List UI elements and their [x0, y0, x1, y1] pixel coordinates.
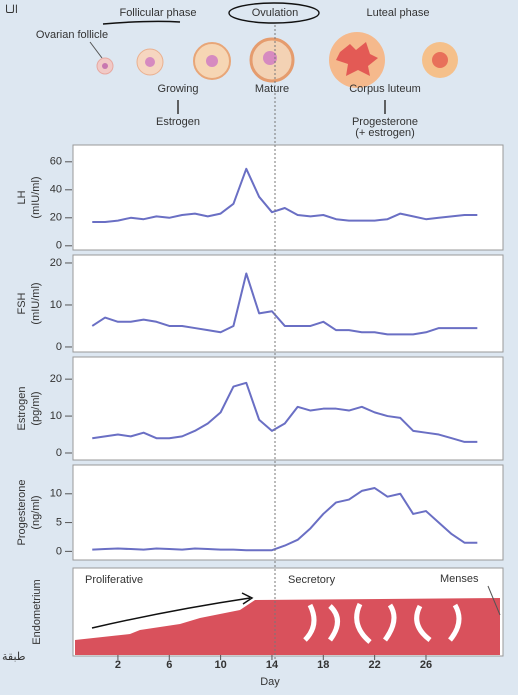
stage-label: Growing [158, 83, 199, 95]
panel [72, 144, 504, 251]
y-tick-label: 5 [56, 516, 62, 528]
x-axis-title: Day [260, 676, 280, 688]
phase-label: Luteal phase [367, 7, 430, 19]
endometrium-stage: Menses [440, 573, 479, 585]
y-axis-title: Progesterone [16, 479, 28, 545]
x-tick-label: 26 [420, 659, 432, 671]
y-tick-label: 0 [56, 447, 62, 459]
endometrium-stage: Secretory [288, 574, 336, 586]
x-tick-label: 18 [317, 659, 329, 671]
y-axis-title: Estrogen [16, 386, 28, 430]
y-tick-label: 0 [56, 240, 62, 252]
y-tick-label: 0 [56, 341, 62, 353]
data-line [91, 272, 478, 336]
panel [72, 356, 504, 461]
x-tick-label: 22 [369, 659, 381, 671]
oocyte [206, 55, 218, 67]
oocyte [263, 51, 277, 65]
follicle-label: Ovarian follicle [36, 29, 108, 41]
y-tick-label: 20 [50, 373, 62, 385]
y-axis-title: Endometrium [31, 579, 43, 644]
endometrium-stage: Proliferative [85, 574, 143, 586]
x-tick-label: 10 [214, 659, 226, 671]
data-line [92, 381, 478, 443]
stage-label: Corpus luteum [349, 83, 421, 95]
oocyte [102, 63, 108, 69]
hormone-label: (+ estrogen) [355, 127, 415, 139]
y-tick-label: 20 [50, 257, 62, 269]
stage-label: Mature [255, 83, 289, 95]
y-tick-label: 10 [50, 299, 62, 311]
panel [72, 464, 504, 561]
y-axis-unit: (pg/ml) [30, 391, 42, 425]
phase-label: Ovulation [252, 7, 298, 19]
data-line [92, 487, 478, 552]
glands [303, 602, 462, 644]
handwritten-note: طبقة [2, 651, 26, 663]
pointer [487, 585, 501, 616]
y-axis-unit: (ng/ml) [30, 495, 42, 529]
y-tick-label: 0 [56, 545, 62, 557]
oocyte [145, 57, 155, 67]
y-tick-label: 10 [50, 410, 62, 422]
y-axis-title: LH [16, 190, 28, 204]
y-axis-unit: (mIU/ml) [30, 176, 42, 218]
handwritten-note: الـا [5, 4, 18, 16]
hormone-label: Estrogen [156, 116, 200, 128]
y-axis-unit: (mIU/ml) [30, 282, 42, 324]
x-tick-label: 2 [115, 659, 121, 671]
corpus-luteum-core [336, 42, 378, 76]
x-tick-label: 14 [266, 659, 279, 671]
x-tick-label: 6 [166, 659, 172, 671]
underline [102, 20, 181, 25]
y-tick-label: 40 [50, 184, 62, 196]
phase-label: Follicular phase [119, 7, 196, 19]
corpus-luteum-core [432, 52, 448, 68]
handwritten-arrow [91, 597, 251, 629]
panel [72, 254, 504, 353]
pointer [89, 41, 103, 59]
handwritten-arrow [241, 592, 254, 605]
hormone-label: Progesterone [352, 116, 418, 128]
y-axis-title: FSH [16, 292, 28, 314]
y-tick-label: 20 [50, 212, 62, 224]
y-tick-label: 60 [50, 156, 62, 168]
y-tick-label: 10 [50, 488, 62, 500]
data-line [92, 167, 478, 223]
ovulation-circle [228, 2, 320, 24]
